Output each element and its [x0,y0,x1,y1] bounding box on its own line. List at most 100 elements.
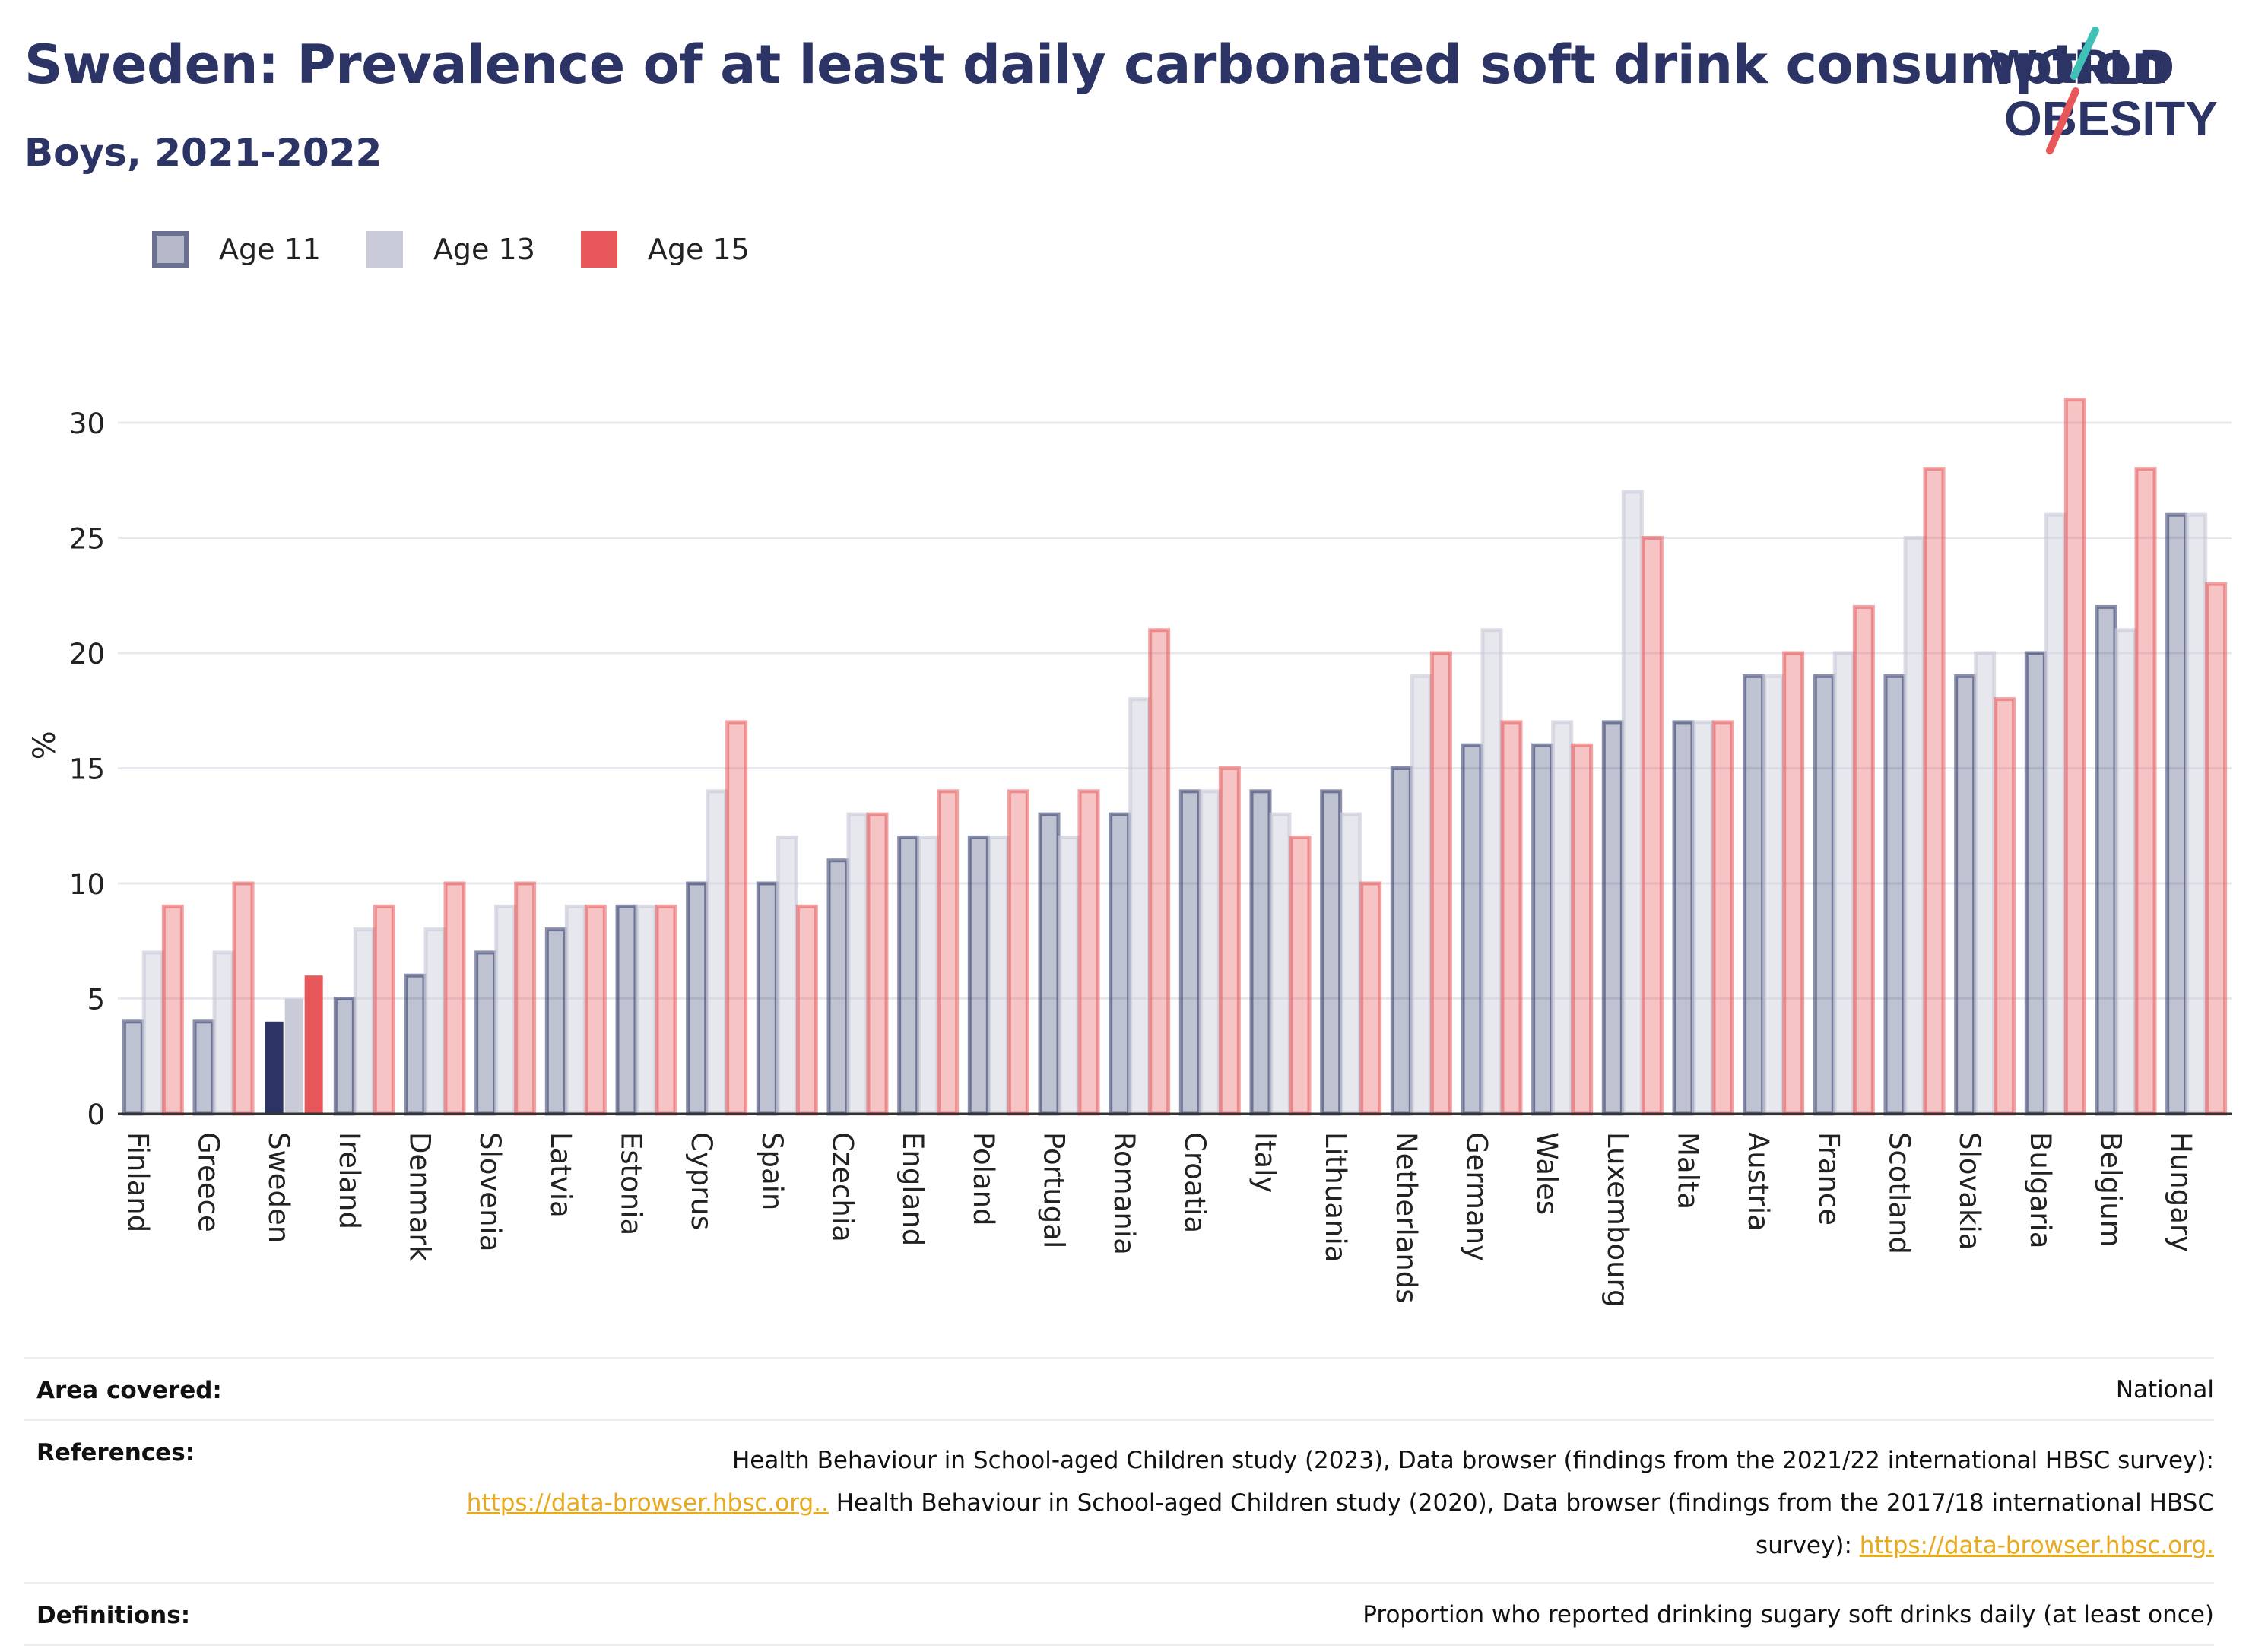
reference-link-1[interactable]: https://data-browser.hbsc.org.. [466,1489,829,1517]
bar-age15-slovakia[interactable] [1994,697,2016,1116]
bar-age15-finland[interactable] [161,904,184,1116]
bar-age15-croatia[interactable] [1218,766,1241,1116]
bar-age13-denmark[interactable] [423,927,446,1116]
bar-age15-czechia[interactable] [866,812,889,1116]
bar-age13-malta[interactable] [1692,720,1715,1116]
bar-age13-scotland[interactable] [1903,536,1926,1116]
bar-age11-poland[interactable] [967,835,990,1116]
bar-age15-sweden[interactable] [304,975,323,1114]
bar-age15-wales[interactable] [1571,743,1594,1116]
bar-age11-estonia[interactable] [615,904,638,1116]
bar-age13-bulgaria[interactable] [2044,512,2067,1116]
bar-age11-belgium[interactable] [2095,604,2117,1116]
legend-item-age11[interactable]: Age 11 [152,231,321,268]
bar-age11-cyprus[interactable] [686,881,709,1116]
bar-age11-wales[interactable] [1531,743,1554,1116]
bar-age11-italy[interactable] [1249,789,1272,1116]
bar-age13-lithuania[interactable] [1340,812,1362,1116]
bar-age11-romania[interactable] [1109,812,1131,1116]
bar-age15-england[interactable] [937,789,960,1116]
bar-age11-portugal[interactable] [1038,812,1061,1116]
bar-age11-greece[interactable] [192,1019,215,1116]
bar-age11-austria[interactable] [1743,674,1765,1116]
chart-legend: Age 11 Age 13 Age 15 [152,228,795,271]
bar-age13-slovakia[interactable] [1974,651,1997,1116]
bar-age13-sweden[interactable] [284,998,303,1115]
bar-age11-sweden[interactable] [265,1021,284,1114]
bar-age11-malta[interactable] [1672,720,1695,1116]
legend-item-age13[interactable]: Age 13 [366,231,535,268]
bar-age15-portugal[interactable] [1077,789,1100,1116]
bar-age15-spain[interactable] [795,904,818,1116]
bar-age13-austria[interactable] [1762,674,1785,1116]
bar-age13-czechia[interactable] [846,812,869,1116]
bar-age15-belgium[interactable] [2134,467,2157,1116]
bar-age13-poland[interactable] [987,835,1010,1116]
bar-age11-france[interactable] [1813,674,1835,1116]
bar-age15-scotland[interactable] [1923,467,1946,1116]
bar-age11-czechia[interactable] [826,858,849,1116]
bar-age15-lithuania[interactable] [1359,881,1382,1116]
bar-age15-poland[interactable] [1007,789,1029,1116]
bar-age13-england[interactable] [917,835,940,1116]
bar-age13-finland[interactable] [141,950,164,1116]
bar-age15-netherlands[interactable] [1429,651,1452,1116]
bar-age11-scotland[interactable] [1883,674,1906,1116]
bar-age15-estonia[interactable] [655,904,677,1116]
bar-age15-denmark[interactable] [443,881,466,1116]
bar-age15-romania[interactable] [1148,628,1171,1116]
bar-age15-malta[interactable] [1711,720,1734,1116]
bar-age13-croatia[interactable] [1198,789,1221,1116]
references-label: References: [36,1439,195,1467]
bar-age13-luxembourg[interactable] [1621,490,1644,1116]
bar-age13-germany[interactable] [1480,628,1503,1116]
bar-age15-luxembourg[interactable] [1641,536,1664,1116]
bar-age11-hungary[interactable] [2165,512,2188,1116]
bar-age13-greece[interactable] [212,950,235,1116]
reference-link-2[interactable]: https://data-browser.hbsc.org. [1859,1532,2214,1559]
bar-age11-croatia[interactable] [1178,789,1201,1116]
bar-age11-denmark[interactable] [404,973,427,1116]
bar-age11-slovenia[interactable] [474,950,497,1116]
x-tick-label: Austria [1742,1132,1775,1232]
bar-age13-belgium[interactable] [2114,628,2137,1116]
bar-age11-germany[interactable] [1461,743,1483,1116]
bar-age15-italy[interactable] [1289,835,1312,1116]
bar-age13-estonia[interactable] [635,904,658,1116]
bar-age11-ireland[interactable] [333,997,356,1116]
bar-age15-latvia[interactable] [584,904,607,1116]
bar-age11-spain[interactable] [756,881,779,1116]
bar-age15-cyprus[interactable] [725,720,748,1116]
bar-age13-italy[interactable] [1269,812,1292,1116]
bar-age11-england[interactable] [897,835,920,1116]
bar-age13-latvia[interactable] [564,904,587,1116]
bar-age15-austria[interactable] [1782,651,1805,1116]
bar-age11-slovakia[interactable] [1954,674,1977,1116]
bar-age13-hungary[interactable] [2185,512,2208,1116]
bar-age11-bulgaria[interactable] [2024,651,2047,1116]
bar-age11-finland[interactable] [122,1019,144,1116]
bar-age13-ireland[interactable] [353,927,376,1116]
bar-age15-bulgaria[interactable] [2063,398,2086,1116]
bar-age13-slovenia[interactable] [494,904,517,1116]
x-tick-label: Scotland [1883,1132,1916,1254]
bar-age13-spain[interactable] [776,835,798,1116]
bar-age15-germany[interactable] [1500,720,1523,1116]
bar-age13-netherlands[interactable] [1410,674,1432,1116]
bar-age13-romania[interactable] [1128,697,1151,1116]
bar-age15-france[interactable] [1852,604,1875,1116]
bar-age11-latvia[interactable] [544,927,567,1116]
x-tick-label: Cyprus [685,1132,718,1230]
bar-age13-wales[interactable] [1551,720,1574,1116]
bar-age13-portugal[interactable] [1058,835,1080,1116]
bar-age13-france[interactable] [1832,651,1855,1116]
bar-age13-cyprus[interactable] [706,789,728,1116]
legend-item-age15[interactable]: Age 15 [580,231,750,268]
bar-age11-luxembourg[interactable] [1601,720,1624,1116]
bar-age15-ireland[interactable] [373,904,395,1116]
bar-age15-slovenia[interactable] [514,881,537,1116]
bar-age15-greece[interactable] [232,881,255,1116]
bar-age11-netherlands[interactable] [1390,766,1413,1116]
bar-age11-lithuania[interactable] [1320,789,1343,1116]
bar-age15-hungary[interactable] [2205,582,2228,1116]
